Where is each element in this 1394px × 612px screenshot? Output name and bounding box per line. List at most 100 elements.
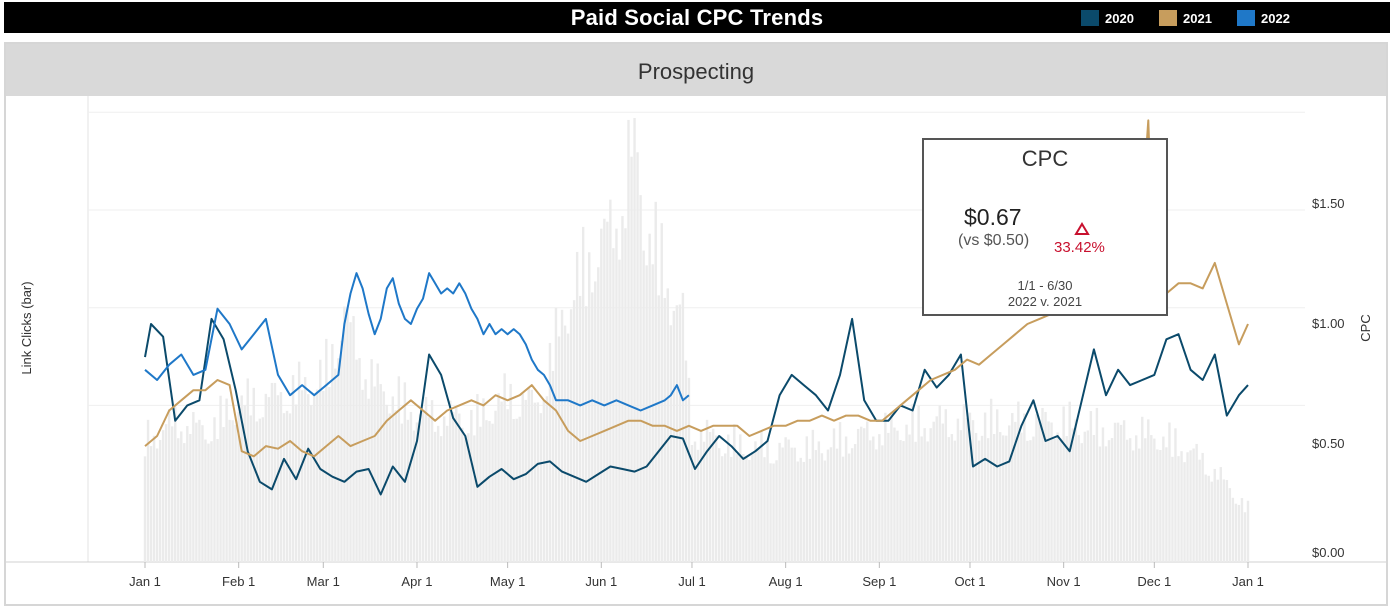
click-bar [192, 412, 195, 562]
x-tick-label: Sep 1 [862, 574, 896, 589]
click-bar [820, 453, 824, 562]
click-bar [772, 463, 775, 562]
click-bar [180, 431, 183, 562]
click-bar [524, 399, 527, 562]
click-bar [600, 228, 603, 562]
click-bar [1171, 456, 1174, 562]
click-bar [334, 368, 337, 562]
click-bar [1029, 440, 1032, 562]
click-bar [1047, 421, 1050, 562]
click-bar [977, 440, 981, 562]
legend-item-2020[interactable]: 2020 [1081, 8, 1134, 28]
click-bar [521, 393, 524, 562]
click-bar [678, 304, 682, 562]
click-bar [754, 441, 757, 562]
click-bar [1041, 408, 1044, 562]
click-bar [959, 430, 963, 562]
x-tick-label: Jan 1 [1232, 574, 1264, 589]
click-bar [452, 412, 455, 562]
legend-swatch-2021 [1159, 10, 1177, 26]
click-bar [1050, 422, 1053, 562]
legend-item-2022[interactable]: 2022 [1237, 8, 1290, 28]
click-bar [974, 432, 978, 562]
click-bar [1219, 467, 1223, 562]
click-bar [591, 292, 594, 562]
click-bar [950, 434, 954, 562]
click-bar [1177, 456, 1180, 562]
click-bar [198, 419, 201, 562]
click-bar [515, 418, 518, 562]
click-bar [775, 460, 778, 562]
click-bar [838, 422, 842, 562]
click-bar [1246, 500, 1250, 562]
click-bar [814, 450, 818, 562]
click-bar [1243, 512, 1247, 562]
click-bar [152, 435, 156, 562]
click-bar [1065, 436, 1068, 562]
click-bar [385, 404, 388, 562]
click-bar [1044, 411, 1047, 562]
click-bar [711, 428, 715, 562]
click-bar [844, 436, 848, 562]
click-bar [1011, 413, 1014, 562]
click-bar [863, 428, 866, 562]
click-bar [430, 400, 434, 562]
legend-item-2021[interactable]: 2021 [1159, 8, 1212, 28]
click-bar [539, 413, 543, 562]
click-bar [264, 393, 268, 562]
click-bar [325, 338, 328, 562]
click-bar [1159, 450, 1162, 562]
click-bar [1101, 427, 1105, 562]
click-bar [1183, 462, 1186, 562]
click-bar [500, 401, 503, 562]
click-bar [397, 376, 401, 562]
click-bar [367, 398, 370, 562]
click-bar [603, 218, 606, 562]
click-bar [817, 441, 821, 562]
click-bar [642, 250, 645, 562]
click-bar [1201, 452, 1204, 562]
click-bar [1153, 438, 1156, 562]
tooltip-value: $0.67 [964, 204, 1022, 230]
page-title: Paid Social CPC Trends [570, 5, 824, 30]
click-bar [920, 436, 923, 562]
click-bar [174, 406, 177, 562]
click-bar [899, 440, 902, 562]
click-bar [905, 424, 908, 562]
click-bar [986, 438, 990, 562]
click-bar [322, 390, 325, 562]
click-bar [1231, 497, 1235, 562]
click-bar [1141, 416, 1144, 562]
click-bar [588, 252, 591, 563]
tooltip-range: 1/1 - 6/30 [1017, 278, 1073, 293]
header-bar: Paid Social CPC Trends 2020 2021 2022 [4, 2, 1390, 33]
click-bar [1113, 422, 1117, 562]
click-bar [1014, 421, 1017, 562]
click-bar [917, 405, 920, 562]
click-bar [1134, 435, 1138, 562]
click-bar [720, 456, 724, 562]
click-bar [841, 456, 845, 562]
click-bar [724, 453, 727, 562]
tooltip-delta: 33.42% [1054, 239, 1105, 256]
click-bar [219, 395, 222, 562]
x-tick-label: Apr 1 [401, 574, 432, 589]
click-bar [748, 460, 751, 562]
click-bar [1213, 468, 1216, 562]
cpc-tooltip: CPC $0.67 (vs $0.50) 33.42% 1/1 - 6/30 2… [922, 138, 1168, 316]
click-bar [1038, 421, 1041, 562]
click-bar [932, 421, 935, 562]
click-bar [231, 420, 234, 562]
click-bar [403, 382, 407, 562]
click-bar [488, 421, 491, 562]
click-bar [491, 423, 494, 562]
click-bar [1056, 432, 1059, 562]
click-bar [730, 456, 733, 562]
click-bar [527, 386, 530, 562]
click-bar [699, 431, 703, 562]
click-bar [929, 428, 932, 562]
click-bar [630, 156, 633, 562]
click-bar [164, 424, 168, 562]
click-bar [1110, 438, 1114, 562]
click-bar [651, 264, 654, 562]
